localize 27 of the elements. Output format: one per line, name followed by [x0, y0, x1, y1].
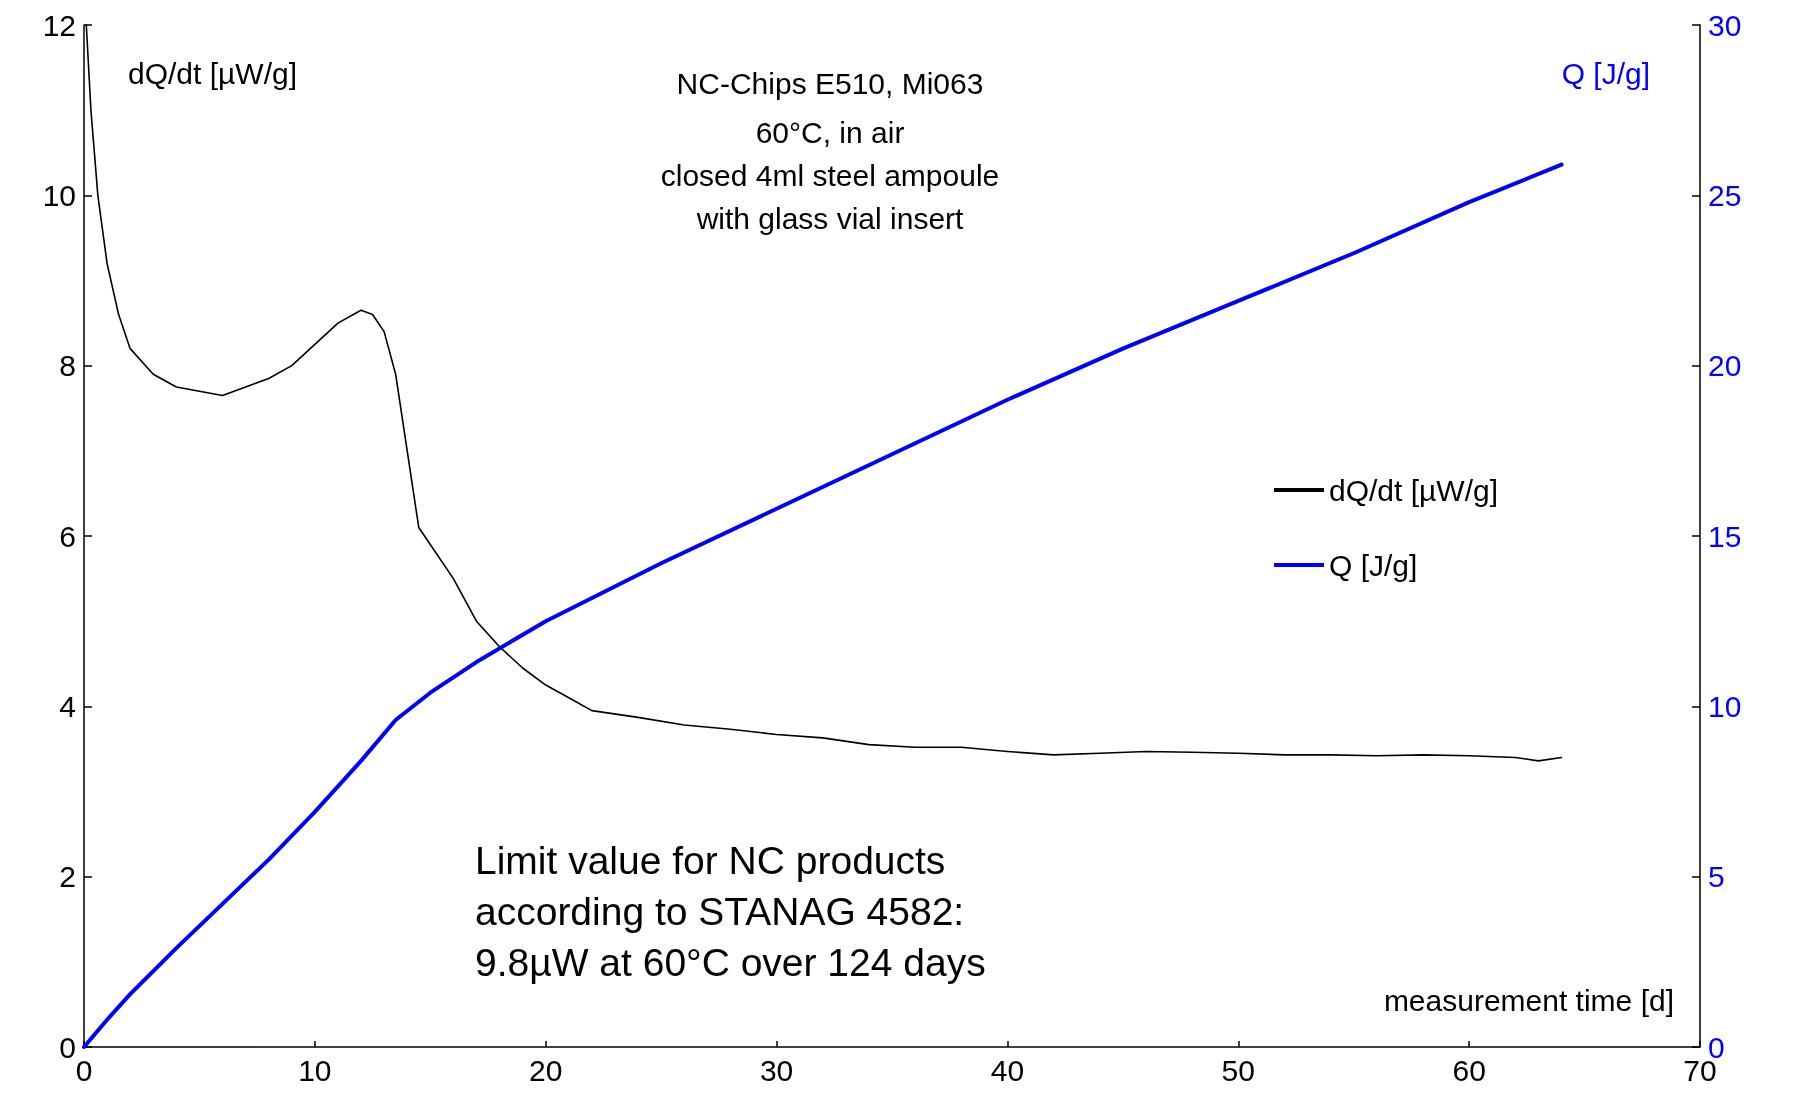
y-tick-label: 0	[59, 1030, 76, 1064]
text: 60°C, in air closed 4ml steel ampoule with glass vial insert	[660, 116, 1000, 235]
x-tick-label: 30	[759, 1053, 794, 1087]
y-tick-label: 4	[59, 689, 76, 723]
y2-tick-label: 5	[1708, 860, 1725, 894]
x-axis-title: measurement time [d]	[1383, 983, 1674, 1017]
x-tick-label: 60	[1452, 1053, 1486, 1087]
x-tick-label: 10	[298, 1053, 332, 1087]
y2-tick-label: 10	[1708, 689, 1742, 723]
annotation: Limit value for NC products according to STANAG 4582: 9.8µW at 60°C over 124 days	[475, 839, 986, 984]
y-axis-title: dQ/dt [µW/g]	[128, 56, 297, 90]
y-tick-label: 12	[42, 8, 76, 42]
text: NC-Chips E510, Mi063	[676, 66, 984, 100]
y-tick-label: 10	[42, 178, 76, 212]
y2-tick-label: 20	[1708, 349, 1742, 383]
y-tick-label: 8	[59, 349, 76, 383]
x-tick-label: 20	[529, 1053, 563, 1087]
y2-tick-label: 15	[1708, 519, 1742, 553]
x-tick-label: 50	[1221, 1053, 1255, 1087]
y-tick-label: 2	[59, 860, 76, 894]
y-tick-label: 6	[59, 519, 76, 553]
legend-label: dQ/dt [µW/g]	[1329, 473, 1498, 507]
y2-tick-label: 30	[1708, 8, 1742, 42]
y2-axis-title: Q [J/g]	[1561, 56, 1650, 90]
x-tick-label: 40	[990, 1053, 1025, 1087]
legend-label: Q [J/g]	[1329, 548, 1418, 582]
y2-tick-label: 25	[1708, 178, 1742, 212]
